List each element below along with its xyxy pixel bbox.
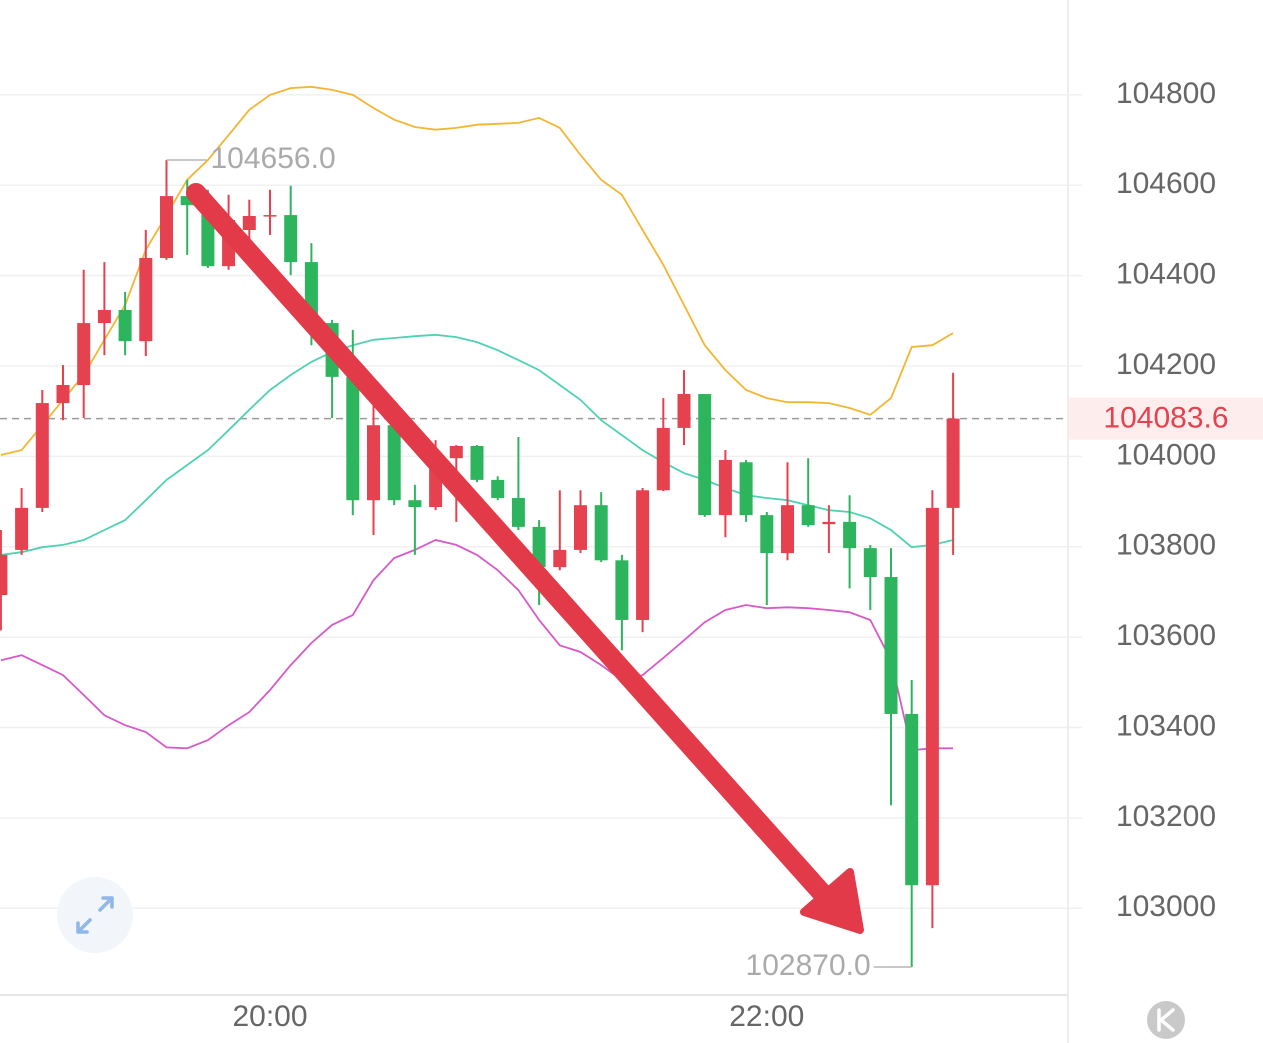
arrow-shaft	[186, 183, 832, 903]
candle-body	[553, 549, 567, 568]
label-layer: 103000 103200 103400 103600 103800 104000 1042…	[166, 77, 1263, 1033]
candle-body	[781, 505, 794, 554]
annotation-label: 104656.0	[211, 142, 336, 175]
candle-body	[946, 418, 960, 508]
candle-body	[843, 521, 857, 549]
trend-arrow	[186, 183, 864, 934]
candle-body	[863, 548, 877, 578]
candle-body	[387, 425, 401, 501]
y-tick-label: 103200	[1116, 800, 1216, 833]
candle-body	[449, 445, 463, 459]
expand-button-bg[interactable]	[57, 877, 133, 953]
y-tick-label: 104200	[1116, 348, 1216, 381]
y-tick-label: 103000	[1116, 890, 1216, 923]
y-tick-label: 103400	[1116, 709, 1216, 742]
candle-body	[905, 713, 919, 886]
candle-body	[367, 425, 380, 501]
x-tick-label: 22:00	[729, 1000, 804, 1033]
candle-body	[925, 507, 939, 886]
band-line	[0, 333, 954, 556]
logo-bg[interactable]	[1147, 1001, 1185, 1039]
candle-body	[97, 309, 111, 324]
candle-body	[822, 521, 836, 525]
candle-body	[884, 577, 898, 714]
candle-body	[0, 554, 8, 596]
candle-body	[491, 479, 505, 498]
candle-body	[346, 376, 360, 501]
band-line	[0, 85, 954, 456]
arrow-head	[800, 868, 864, 934]
logo-badge[interactable]	[1147, 1001, 1185, 1039]
candle-body	[801, 505, 815, 526]
candle-body	[718, 459, 732, 516]
y-tick-label: 104600	[1116, 167, 1216, 200]
band-line	[0, 539, 954, 752]
candle-body	[594, 505, 608, 561]
candle-body	[284, 215, 298, 263]
last-price-label: 104083.6	[1103, 402, 1228, 435]
candle-body	[263, 215, 277, 217]
candle-body	[15, 507, 29, 550]
candle-body	[677, 394, 691, 428]
candle-body	[77, 323, 91, 385]
candle-body	[35, 403, 49, 508]
last-price-bg	[1069, 397, 1263, 440]
candle-body	[470, 445, 484, 480]
candle-body	[698, 394, 712, 516]
y-tick-label: 103800	[1116, 529, 1216, 562]
candle-body	[739, 462, 753, 516]
candle-body	[532, 526, 546, 568]
expand-icon	[76, 896, 114, 934]
expand-button[interactable]	[57, 877, 133, 953]
candle-body	[408, 500, 422, 507]
y-tick-label: 104400	[1116, 258, 1216, 291]
y-tick-label: 103600	[1116, 619, 1216, 652]
y-tick-label: 104800	[1116, 77, 1216, 110]
candle-body	[242, 215, 256, 230]
candle-body	[636, 490, 650, 620]
candle-body	[615, 560, 629, 620]
candle-body	[574, 505, 587, 550]
overlay-layer	[0, 85, 954, 752]
candle-body	[760, 515, 774, 554]
candle-body	[118, 309, 132, 342]
annotation-label: 102870.0	[746, 949, 871, 982]
candle-body	[656, 427, 670, 491]
candle-body	[511, 497, 525, 527]
x-tick-label: 20:00	[232, 1000, 307, 1033]
candle-body	[180, 196, 194, 206]
y-tick-label: 104000	[1116, 438, 1216, 471]
candle-body	[56, 384, 70, 404]
candle-body	[139, 258, 153, 342]
candle-body	[160, 196, 173, 259]
logo-glyph	[1157, 1008, 1175, 1032]
candle-layer	[0, 159, 960, 967]
